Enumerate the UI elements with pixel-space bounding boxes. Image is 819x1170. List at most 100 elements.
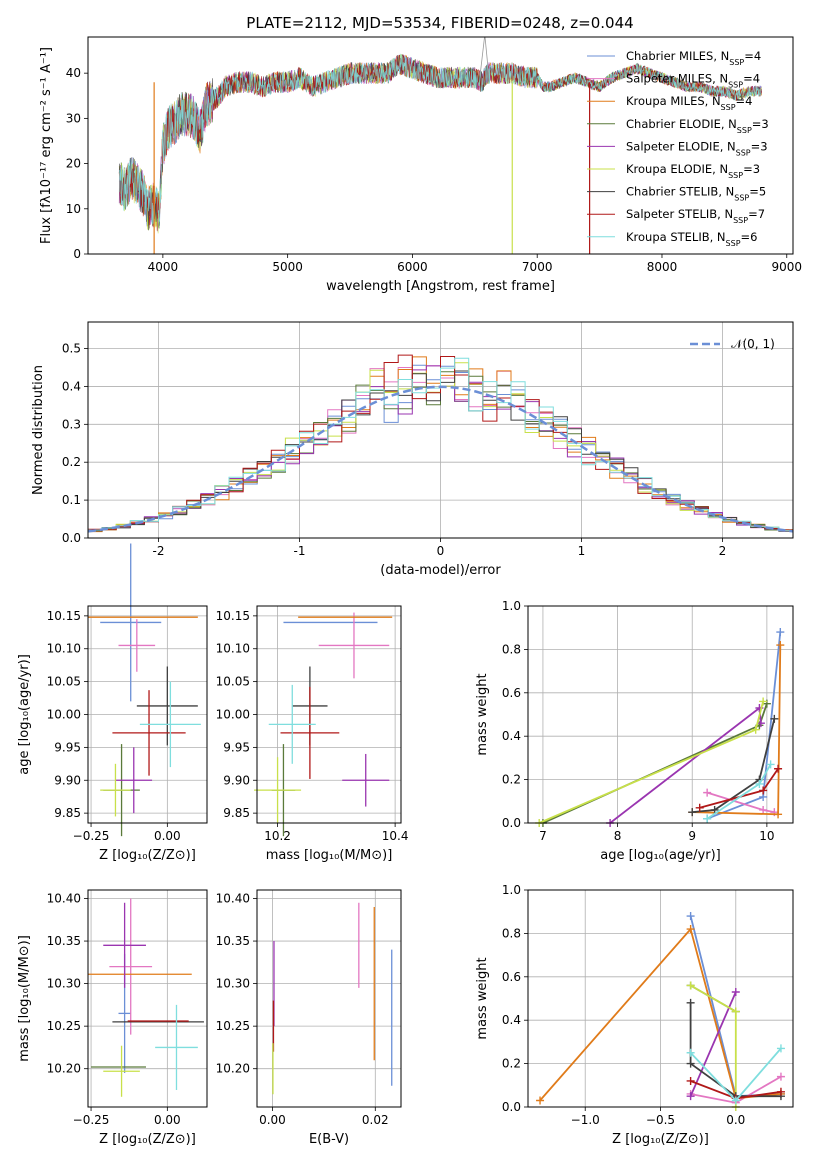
x-tick-label: 8000 xyxy=(647,260,678,274)
weight-marker xyxy=(686,1048,695,1057)
x-axis-label: Z [log₁₀(Z/Z⊙)] xyxy=(612,1132,709,1147)
axes-frame xyxy=(527,889,794,1108)
y-tick-label: 9.95 xyxy=(54,740,81,754)
gaussian-curve xyxy=(87,385,794,533)
weight_vs_age-panel xyxy=(524,605,794,827)
mass_vs_ebv-panel xyxy=(253,889,402,1111)
x-axis-label: E(B-V) xyxy=(309,1132,349,1147)
x-tick-label: 10.4 xyxy=(382,829,409,843)
x-tick-label: 7000 xyxy=(522,260,553,274)
y-tick-label: 10.35 xyxy=(47,934,81,948)
weight-line xyxy=(689,991,737,1097)
x-tick-label: 10 xyxy=(759,829,774,843)
x-axis-label: age [log₁₀(age/yr)] xyxy=(600,848,721,863)
y-tick-label: 0.4 xyxy=(62,379,81,393)
weight-marker xyxy=(731,1096,740,1105)
x-tick-label: 10.2 xyxy=(264,829,291,843)
y-tick-label: 40 xyxy=(66,66,81,80)
y-tick-label: 10.35 xyxy=(216,934,250,948)
y-tick-label: 10.30 xyxy=(47,977,81,991)
weight-marker xyxy=(703,814,712,823)
axes-frame xyxy=(87,605,208,824)
y-tick-label: 0.4 xyxy=(502,1013,521,1027)
weight-marker xyxy=(774,810,783,819)
y-tick-label: 9.85 xyxy=(223,806,250,820)
x-tick-label: −0.5 xyxy=(646,1113,675,1127)
weight_vs_Z-panel xyxy=(524,889,794,1111)
x-axis-label: mass [log₁₀(M/M⊙)] xyxy=(266,848,393,863)
x-tick-label: −1.0 xyxy=(571,1113,600,1127)
weight-marker xyxy=(759,697,768,706)
weight-marker xyxy=(776,1044,785,1053)
legend-label: Salpeter ELODIE, NSSP=3 xyxy=(626,139,768,157)
histogram-step xyxy=(88,357,793,532)
weight-marker xyxy=(695,803,704,812)
axes-frame xyxy=(87,321,794,539)
weight-marker xyxy=(710,805,719,814)
y-tick-label: 9.95 xyxy=(223,740,250,754)
age_vs_Z-panel xyxy=(84,543,208,837)
legend-label: Kroupa STELIB, NSSP=6 xyxy=(626,230,757,248)
emission-spike xyxy=(479,37,489,78)
y-tick-label: 10 xyxy=(66,202,81,216)
weight-marker xyxy=(688,808,697,817)
y-tick-label: 10.05 xyxy=(216,675,250,689)
weight-marker xyxy=(776,1087,785,1096)
y-tick-label: 0.0 xyxy=(502,816,521,830)
weight-marker xyxy=(686,925,695,934)
x-tick-label: 0.00 xyxy=(154,1113,181,1127)
weight-marker xyxy=(751,725,760,734)
x-tick-label: 0 xyxy=(437,544,445,558)
y-tick-label: 0.2 xyxy=(502,1057,521,1071)
x-tick-label: −0.25 xyxy=(73,829,110,843)
x-tick-label: 7 xyxy=(539,829,547,843)
axes-frame xyxy=(256,605,402,824)
y-axis-label: mass weight xyxy=(475,957,490,1039)
weight-marker xyxy=(703,788,712,797)
x-tick-label: 9000 xyxy=(771,260,802,274)
legend-label: Salpeter STELIB, NSSP=7 xyxy=(626,207,765,225)
x-tick-label: -2 xyxy=(153,544,165,558)
weight-marker xyxy=(686,912,695,921)
y-tick-label: 0.5 xyxy=(62,342,81,356)
weight-marker xyxy=(774,764,783,773)
weight-marker xyxy=(731,987,740,996)
x-tick-label: 9 xyxy=(688,829,696,843)
weight-line xyxy=(689,1002,781,1098)
y-tick-label: 9.90 xyxy=(54,773,81,787)
axes-frame xyxy=(87,36,794,255)
y-tick-label: 10.30 xyxy=(216,977,250,991)
x-tick-label: 0.02 xyxy=(362,1113,389,1127)
weight-marker xyxy=(686,981,695,990)
x-tick-label: 0.0 xyxy=(726,1113,745,1127)
y-tick-label: 0.6 xyxy=(502,686,521,700)
y-tick-label: 10.40 xyxy=(216,892,250,906)
y-tick-label: 0.1 xyxy=(62,493,81,507)
legend-label: Chabrier ELODIE, NSSP=3 xyxy=(626,117,769,135)
y-tick-label: 9.90 xyxy=(223,773,250,787)
x-axis-label: Z [log₁₀(Z/Z⊙)] xyxy=(99,848,196,863)
y-tick-label: 10.25 xyxy=(216,1019,250,1033)
age_vs_mass-panel xyxy=(253,605,402,837)
y-axis-label: age [log₁₀(age/yr)] xyxy=(17,654,32,775)
x-tick-label: 0.00 xyxy=(154,829,181,843)
legend-label: Salpeter MILES, NSSP=4 xyxy=(626,72,760,90)
residual_histogram-panel xyxy=(84,321,794,542)
weight-marker xyxy=(776,628,785,637)
y-tick-label: 0.0 xyxy=(62,531,81,545)
x-tick-label: 0.00 xyxy=(259,1113,286,1127)
y-tick-label: 0.4 xyxy=(502,729,521,743)
weight-marker xyxy=(759,805,768,814)
y-tick-label: 10.15 xyxy=(216,609,250,623)
legend-label: Chabrier MILES, NSSP=4 xyxy=(626,49,761,67)
weight-marker xyxy=(731,1007,740,1016)
weight-marker xyxy=(686,1092,695,1101)
x-tick-label: 6000 xyxy=(397,260,428,274)
y-tick-label: 10.20 xyxy=(216,1062,250,1076)
y-tick-label: 10.25 xyxy=(47,1019,81,1033)
y-tick-label: 0.8 xyxy=(502,642,521,656)
figure-title: PLATE=2112, MJD=53534, FIBERID=0248, z=0… xyxy=(246,14,633,32)
weight-line xyxy=(692,718,776,813)
y-tick-label: 10.20 xyxy=(47,1062,81,1076)
